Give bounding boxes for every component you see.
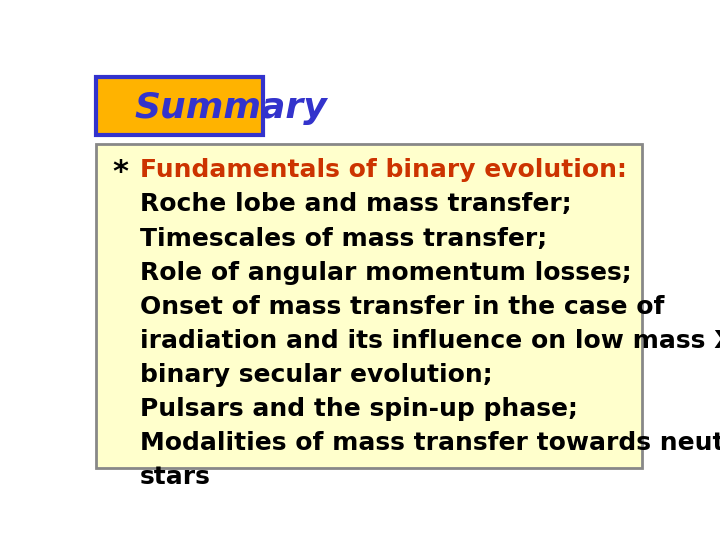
Text: binary secular evolution;: binary secular evolution; <box>140 363 493 387</box>
Text: Roche lobe and mass transfer;: Roche lobe and mass transfer; <box>140 192 572 217</box>
Text: stars: stars <box>140 465 211 489</box>
Text: Onset of mass transfer in the case of: Onset of mass transfer in the case of <box>140 295 665 319</box>
Text: Modalities of mass transfer towards neutron: Modalities of mass transfer towards neut… <box>140 431 720 455</box>
Text: *: * <box>112 158 128 187</box>
Text: Pulsars and the spin-up phase;: Pulsars and the spin-up phase; <box>140 397 578 421</box>
Text: Fundamentals of binary evolution:: Fundamentals of binary evolution: <box>140 158 627 183</box>
FancyBboxPatch shape <box>96 77 263 136</box>
Text: Role of angular momentum losses;: Role of angular momentum losses; <box>140 261 632 285</box>
Text: iradiation and its influence on low mass Xray: iradiation and its influence on low mass… <box>140 329 720 353</box>
FancyBboxPatch shape <box>96 144 642 468</box>
Text: Timescales of mass transfer;: Timescales of mass transfer; <box>140 227 547 251</box>
Text: Summary: Summary <box>135 91 328 125</box>
